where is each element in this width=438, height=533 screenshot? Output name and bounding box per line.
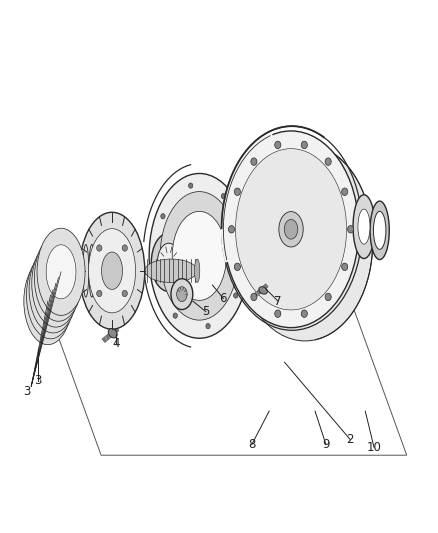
Circle shape	[173, 313, 177, 318]
Ellipse shape	[151, 233, 186, 292]
Circle shape	[234, 263, 240, 271]
Circle shape	[233, 293, 238, 298]
Text: 5: 5	[202, 305, 210, 318]
Ellipse shape	[374, 212, 386, 249]
Ellipse shape	[353, 195, 375, 259]
Ellipse shape	[108, 328, 117, 338]
Text: 3: 3	[23, 385, 31, 398]
Circle shape	[325, 158, 331, 165]
Ellipse shape	[38, 262, 68, 317]
Text: 7: 7	[274, 295, 282, 308]
Ellipse shape	[236, 149, 346, 310]
Ellipse shape	[267, 195, 315, 264]
Text: 6: 6	[219, 292, 227, 305]
Circle shape	[229, 225, 234, 233]
Ellipse shape	[35, 268, 65, 322]
Circle shape	[325, 293, 331, 301]
Ellipse shape	[157, 243, 180, 281]
Ellipse shape	[160, 191, 239, 320]
Ellipse shape	[24, 257, 72, 345]
Circle shape	[122, 290, 127, 297]
Circle shape	[251, 293, 257, 301]
Ellipse shape	[33, 274, 63, 328]
Circle shape	[275, 310, 281, 317]
Ellipse shape	[284, 220, 298, 239]
Ellipse shape	[172, 212, 226, 301]
Ellipse shape	[145, 259, 197, 282]
Circle shape	[206, 324, 210, 329]
Circle shape	[301, 141, 307, 149]
Circle shape	[97, 245, 102, 251]
Circle shape	[221, 193, 226, 199]
Ellipse shape	[257, 180, 325, 278]
Ellipse shape	[46, 245, 76, 299]
Ellipse shape	[102, 252, 123, 289]
Ellipse shape	[171, 279, 193, 310]
Circle shape	[161, 214, 165, 219]
Ellipse shape	[177, 287, 187, 302]
Circle shape	[122, 245, 127, 251]
Ellipse shape	[32, 240, 80, 327]
Ellipse shape	[79, 212, 145, 329]
Ellipse shape	[88, 229, 136, 313]
Ellipse shape	[358, 209, 370, 244]
Circle shape	[188, 183, 193, 188]
Ellipse shape	[279, 212, 303, 247]
Circle shape	[342, 188, 348, 196]
Circle shape	[342, 263, 348, 271]
Ellipse shape	[237, 144, 373, 341]
Circle shape	[234, 188, 240, 196]
Text: 4: 4	[113, 337, 120, 350]
Ellipse shape	[370, 201, 389, 260]
Ellipse shape	[26, 252, 74, 339]
Ellipse shape	[35, 234, 82, 321]
Ellipse shape	[41, 256, 71, 311]
Text: 3: 3	[34, 374, 42, 387]
Polygon shape	[302, 132, 373, 340]
Text: 10: 10	[367, 441, 381, 454]
Ellipse shape	[29, 246, 77, 333]
Circle shape	[251, 158, 257, 165]
Ellipse shape	[247, 164, 336, 294]
Text: 8: 8	[248, 438, 255, 451]
Circle shape	[347, 225, 353, 233]
Text: 2: 2	[346, 433, 354, 446]
Ellipse shape	[194, 259, 200, 282]
Text: 9: 9	[322, 438, 330, 451]
Circle shape	[275, 141, 281, 149]
Circle shape	[97, 290, 102, 297]
Ellipse shape	[43, 251, 73, 305]
Ellipse shape	[149, 173, 250, 338]
Ellipse shape	[37, 228, 85, 316]
Ellipse shape	[259, 287, 267, 294]
Circle shape	[301, 310, 307, 317]
Ellipse shape	[223, 131, 359, 328]
Circle shape	[154, 268, 159, 273]
Circle shape	[240, 239, 244, 244]
Ellipse shape	[276, 208, 306, 251]
